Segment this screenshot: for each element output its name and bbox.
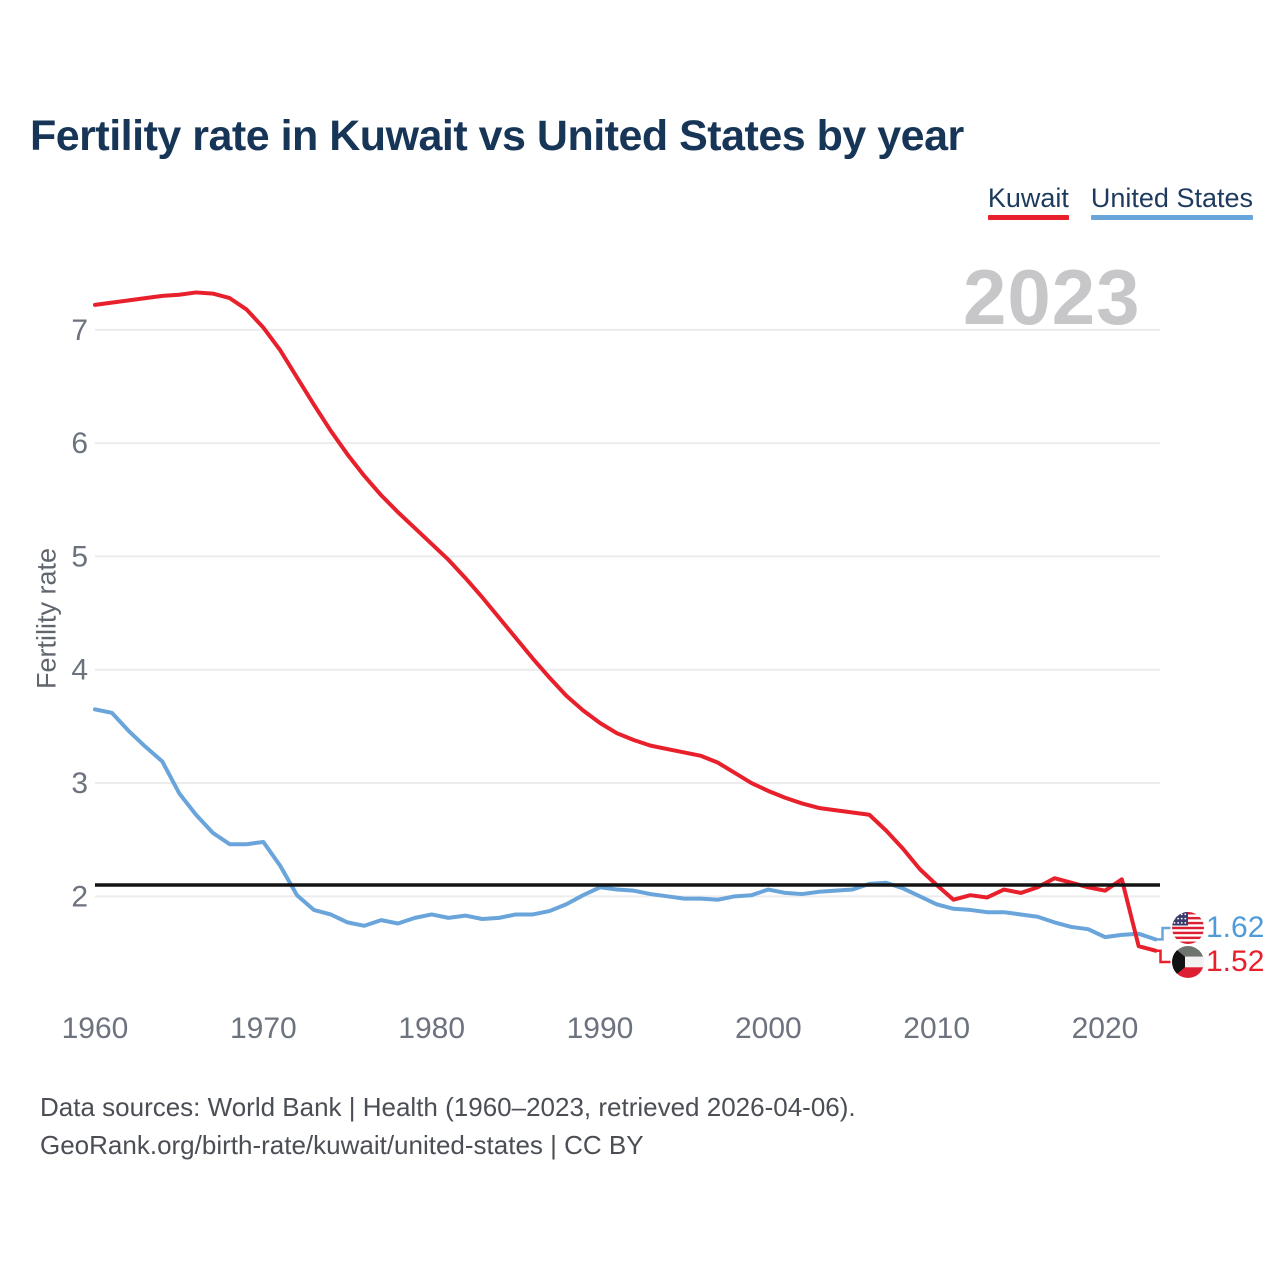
- us-end-value: 1.62: [1206, 911, 1265, 944]
- x-tick-label: 1990: [567, 1012, 634, 1045]
- x-tick-label: 1960: [62, 1012, 129, 1045]
- x-tick-label: 1980: [398, 1012, 465, 1045]
- y-tick-label: 2: [71, 880, 88, 913]
- y-axis-title: Fertility rate: [31, 547, 62, 690]
- x-tick-label: 2000: [735, 1012, 802, 1045]
- y-tick-label: 7: [71, 314, 88, 347]
- legend-item-kuwait[interactable]: Kuwait: [987, 183, 1069, 220]
- x-tick-label: 2010: [903, 1012, 970, 1045]
- watermark-year: 2023: [963, 253, 1141, 341]
- x-tick-label: 2020: [1072, 1012, 1139, 1045]
- us-label-connector: [1155, 926, 1171, 941]
- y-tick-label: 4: [71, 654, 88, 687]
- page-title: Fertility rate in Kuwait vs United State…: [30, 112, 964, 160]
- kuwait-flag-icon: [1172, 946, 1204, 978]
- kuwait-end-value: 1.52: [1206, 945, 1265, 978]
- legend-label-united-states: United States: [1090, 183, 1253, 213]
- legend: Kuwait United States: [987, 183, 1253, 220]
- us-flag-icon: [1172, 912, 1204, 944]
- y-tick-label: 6: [71, 427, 88, 460]
- footer-data-sources: Data sources: World Bank | Health (1960–…: [40, 1092, 856, 1122]
- y-tick-label: 5: [71, 540, 88, 573]
- footer-attribution: GeoRank.org/birth-rate/kuwait/united-sta…: [40, 1130, 644, 1160]
- us-line[interactable]: [93, 707, 1158, 942]
- x-tick-label: 1970: [230, 1012, 297, 1045]
- kuwait-label-connector: [1155, 949, 1171, 964]
- legend-item-united-states[interactable]: United States: [1090, 183, 1253, 220]
- legend-underline-united-states: [1090, 215, 1253, 220]
- kuwait-line[interactable]: [93, 290, 1158, 953]
- legend-label-kuwait: Kuwait: [987, 183, 1069, 213]
- footer: Data sources: World Bank | Health (1960–…: [40, 1088, 856, 1164]
- y-tick-label: 3: [71, 767, 88, 800]
- legend-underline-kuwait: [987, 215, 1069, 220]
